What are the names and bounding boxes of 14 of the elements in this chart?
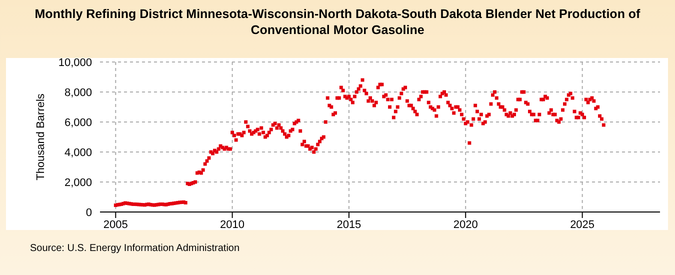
x-tick-label: 2020 [453, 218, 478, 231]
y-axis-title: Thousand Barrels [34, 93, 47, 180]
y-tick-label: 6,000 [64, 116, 92, 129]
source-note: Source: U.S. Energy Information Administration [30, 243, 240, 254]
x-tick-label: 2015 [336, 218, 362, 231]
y-tick-label: 4,000 [64, 146, 92, 159]
x-tick-label: 2005 [103, 218, 128, 231]
x-tick-label: 2010 [220, 218, 245, 231]
y-tick-label: 0 [86, 206, 92, 219]
y-tick-label: 2,000 [64, 176, 92, 189]
x-tick-label: 2025 [570, 218, 595, 231]
y-tick-label: 8,000 [64, 86, 92, 99]
y-tick-label: 10,000 [58, 56, 92, 69]
chart-title: Monthly Refining District Minnesota-Wisconsin-North Dakota-South Dakota Blender Net Production of Conventional Motor Gasoline [34, 6, 642, 38]
